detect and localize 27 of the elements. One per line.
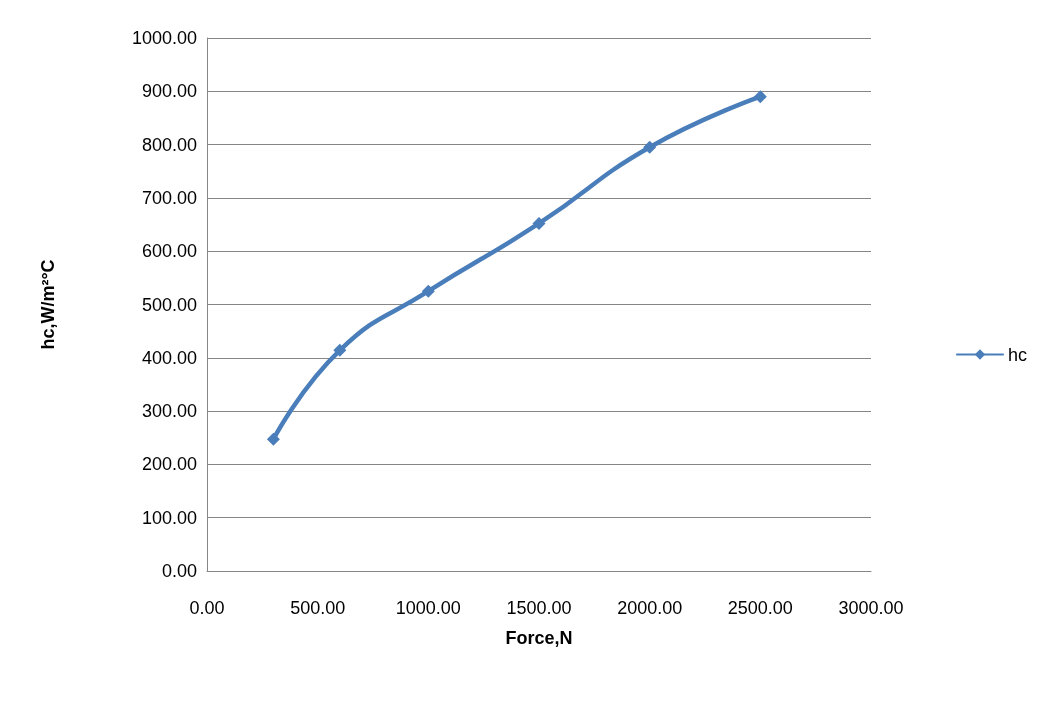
y-tick-label: 800.00 xyxy=(141,134,197,155)
point xyxy=(266,432,280,446)
y-tick-label: 0.00 xyxy=(161,561,197,581)
y-tick-label: 600.00 xyxy=(141,241,197,262)
y-tick-label: 100.00 xyxy=(141,507,197,528)
y-tick-label: 300.00 xyxy=(141,401,197,422)
x-tick-label: 500.00 xyxy=(290,598,346,618)
x-tick-label: 2000.00 xyxy=(617,598,683,618)
x-tick-label: 3000.00 xyxy=(838,598,904,618)
legend-label: hc xyxy=(1007,344,1027,365)
y-tick-label: 900.00 xyxy=(141,81,197,102)
point xyxy=(643,140,657,154)
y-tick-label: 1000.00 xyxy=(131,28,197,48)
x-tick-label: 2500.00 xyxy=(727,598,793,618)
y-axis-title: hc,W/m²°C xyxy=(38,259,58,350)
point xyxy=(753,90,767,104)
x-tick-label: 1500.00 xyxy=(506,598,572,618)
point xyxy=(421,284,435,298)
y-tick-label: 200.00 xyxy=(141,454,197,475)
x-tick-label: 1000.00 xyxy=(395,598,461,618)
y-tick-label: 500.00 xyxy=(141,294,197,315)
y-tick-label: 700.00 xyxy=(141,187,197,208)
x-axis-title: Force,N xyxy=(505,628,573,648)
point xyxy=(333,343,347,357)
x-tick-label: 0.00 xyxy=(189,598,225,618)
point xyxy=(532,216,546,230)
y-tick-label: 400.00 xyxy=(141,347,197,368)
